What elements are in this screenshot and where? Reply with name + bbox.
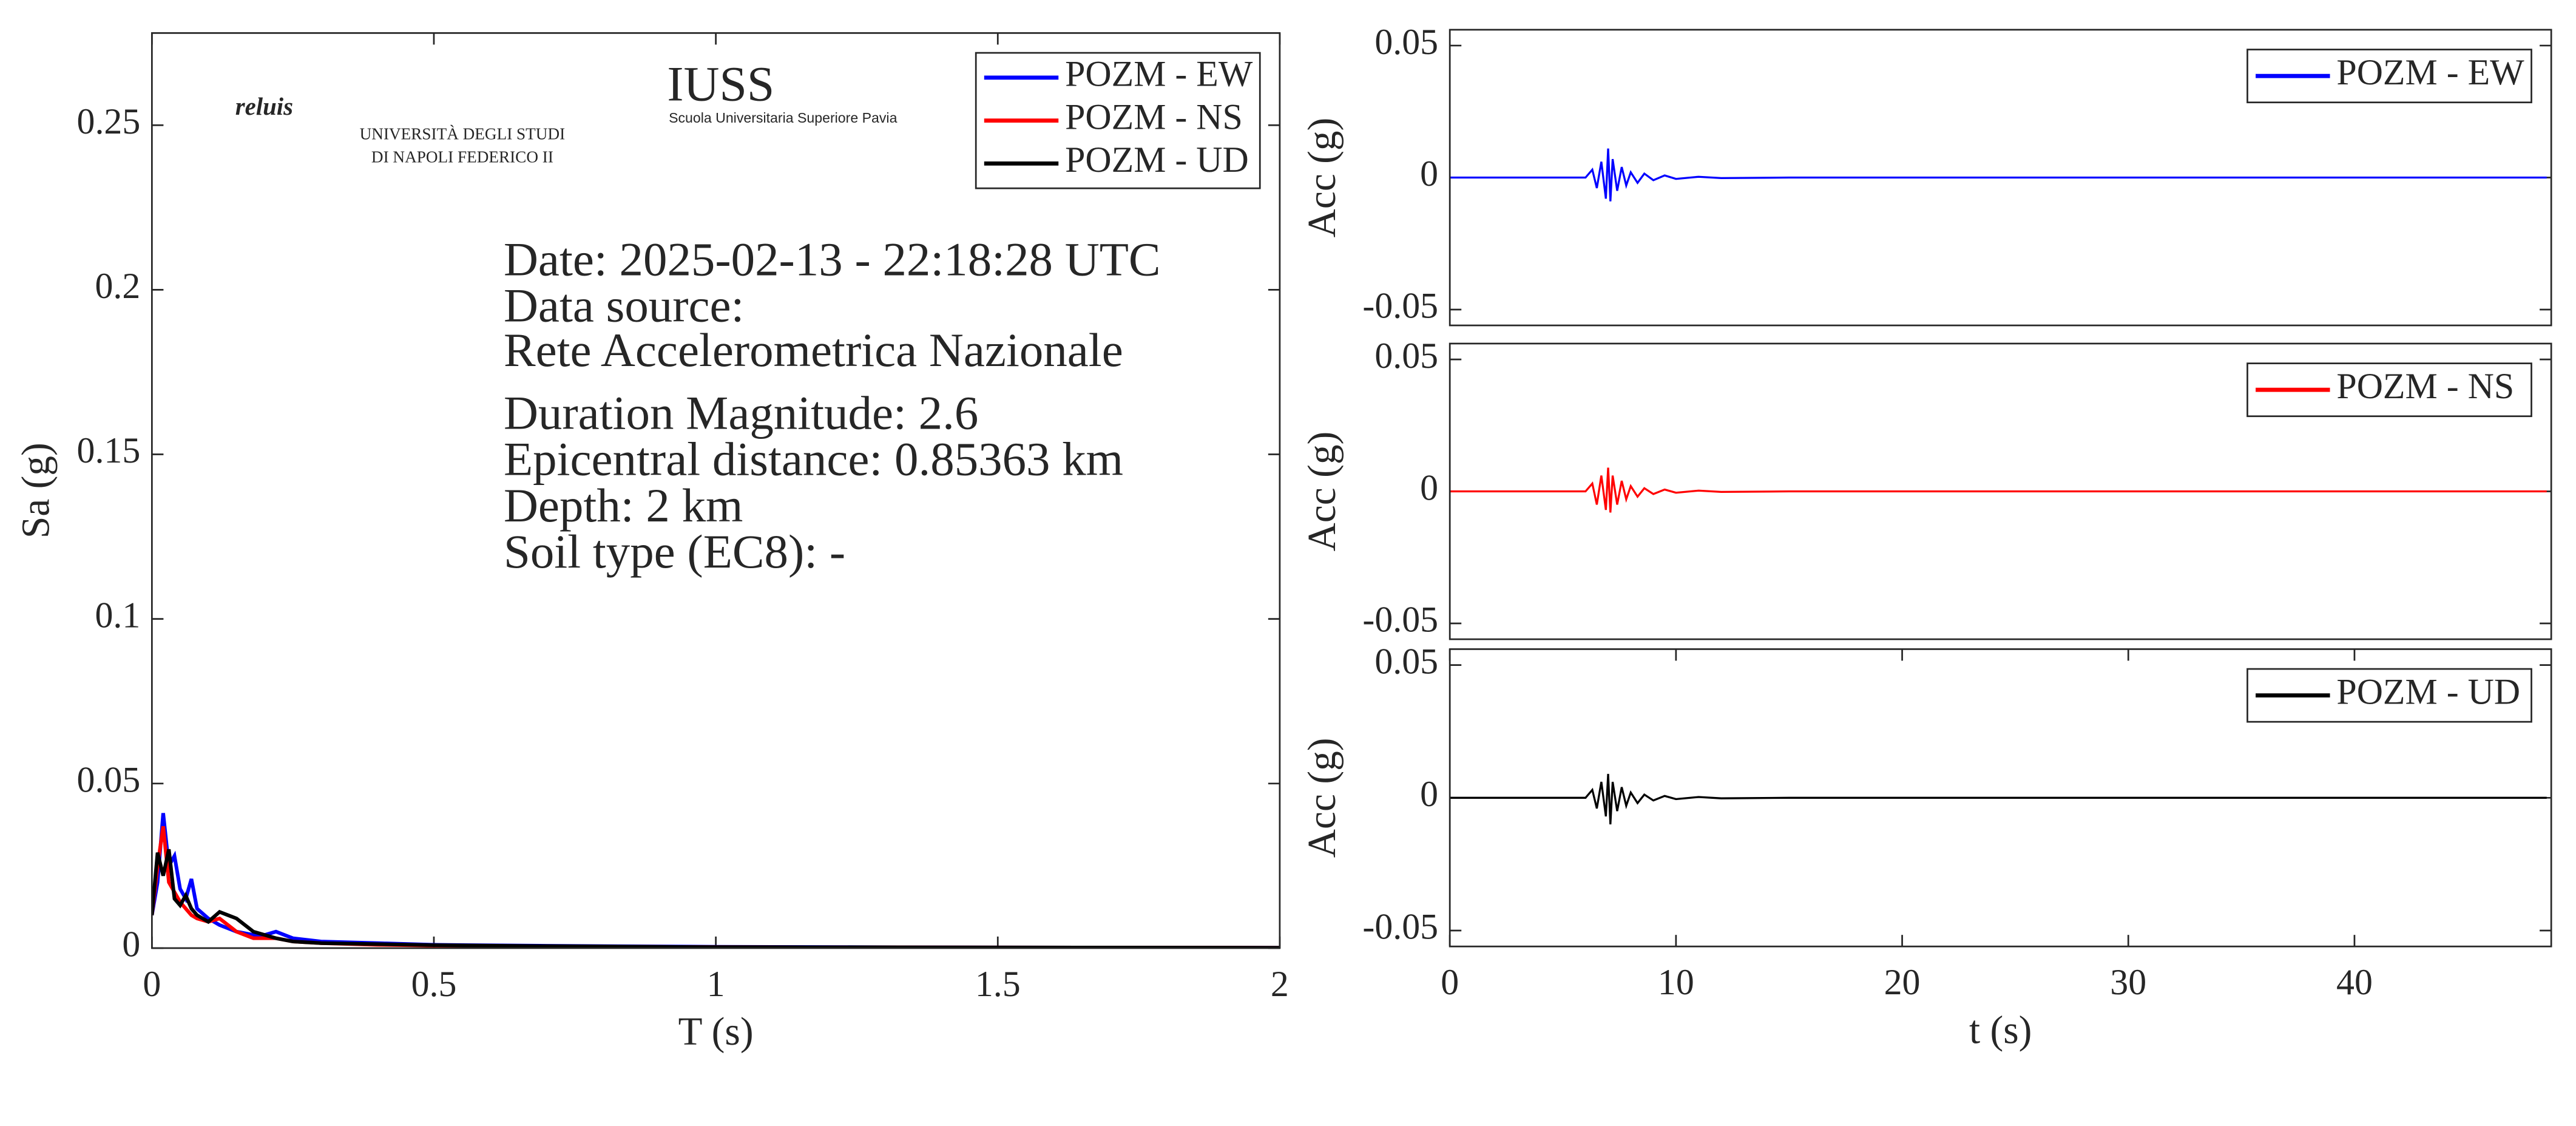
y-tick-label: 0.05 [1374, 641, 1438, 681]
y-tick-label: 0 [1420, 774, 1438, 814]
legend-label: POZM - NS [1065, 97, 1243, 137]
y-tick-label: 0.25 [77, 101, 141, 141]
x-tick-label: 2 [1271, 964, 1289, 1004]
annotation: Data source: [504, 280, 745, 333]
y-tick-label: 0.05 [1374, 336, 1438, 376]
axes-frame [1449, 29, 2552, 327]
y-tick-label: 0 [1420, 154, 1438, 194]
x-tick-label: 40 [2336, 962, 2373, 1002]
annotation: Depth: 2 km [504, 480, 743, 532]
legend-label: POZM - EW [2336, 52, 2524, 92]
y-tick-label: 0.05 [1374, 22, 1438, 62]
logo-text: reluis [235, 93, 293, 120]
x-axis-label: T (s) [678, 1010, 754, 1054]
legend-box [975, 52, 1261, 189]
series-line [1450, 467, 2547, 513]
legend-label: POZM - UD [1065, 140, 1249, 180]
annotation: Date: 2025-02-13 - 22:18:28 UTC [504, 233, 1161, 286]
legend-label: POZM - EW [1065, 54, 1253, 94]
annotation: Rete Accelerometrica Nazionale [504, 324, 1123, 377]
x-tick-label: 0.5 [411, 964, 457, 1004]
x-tick-label: 1.5 [975, 964, 1021, 1004]
y-tick-label: 0.15 [77, 430, 141, 470]
axes-frame [1449, 648, 2552, 948]
axes-frame [1449, 342, 2552, 640]
legend-label: POZM - UD [2336, 671, 2520, 711]
logo-text: DI NAPOLI FEDERICO II [371, 148, 553, 166]
y-tick-label: 0.2 [95, 266, 140, 306]
y-tick-label: 0 [1420, 467, 1438, 507]
logo-text: IUSS [667, 56, 774, 112]
axes-frame [150, 32, 1281, 949]
x-tick-label: 20 [1884, 962, 1921, 1002]
y-tick-label: 0 [122, 924, 140, 965]
y-axis-label: Acc (g) [1300, 738, 1344, 858]
y-axis-label: Sa (g) [14, 443, 58, 538]
annotation: Epicentral distance: 0.85363 km [504, 433, 1123, 486]
x-tick-label: 10 [1658, 962, 1694, 1002]
x-tick-label: 0 [1441, 962, 1459, 1002]
annotation: Duration Magnitude: 2.6 [504, 387, 978, 440]
y-axis-label: Acc (g) [1300, 118, 1344, 238]
legend-label: POZM - NS [2336, 366, 2514, 406]
x-tick-label: 30 [2110, 962, 2146, 1002]
x-axis-label: t (s) [1969, 1008, 2032, 1052]
series-line [1450, 773, 2547, 825]
x-tick-label: 0 [143, 964, 161, 1004]
y-tick-label: 0.05 [77, 760, 141, 800]
y-tick-label: -0.05 [1362, 907, 1438, 947]
series-line [1450, 148, 2547, 202]
y-axis-label: Acc (g) [1300, 432, 1344, 552]
y-tick-label: -0.05 [1362, 600, 1438, 640]
y-tick-label: -0.05 [1362, 286, 1438, 326]
logo-text: Scuola Universitaria Superiore Pavia [669, 110, 898, 126]
x-tick-label: 1 [707, 964, 725, 1004]
series-line [152, 849, 1280, 948]
logo-text: UNIVERSITÀ DEGLI STUDI [360, 124, 566, 143]
y-tick-label: 0.1 [95, 595, 140, 635]
annotation: Soil type (EC8): - [504, 526, 845, 578]
